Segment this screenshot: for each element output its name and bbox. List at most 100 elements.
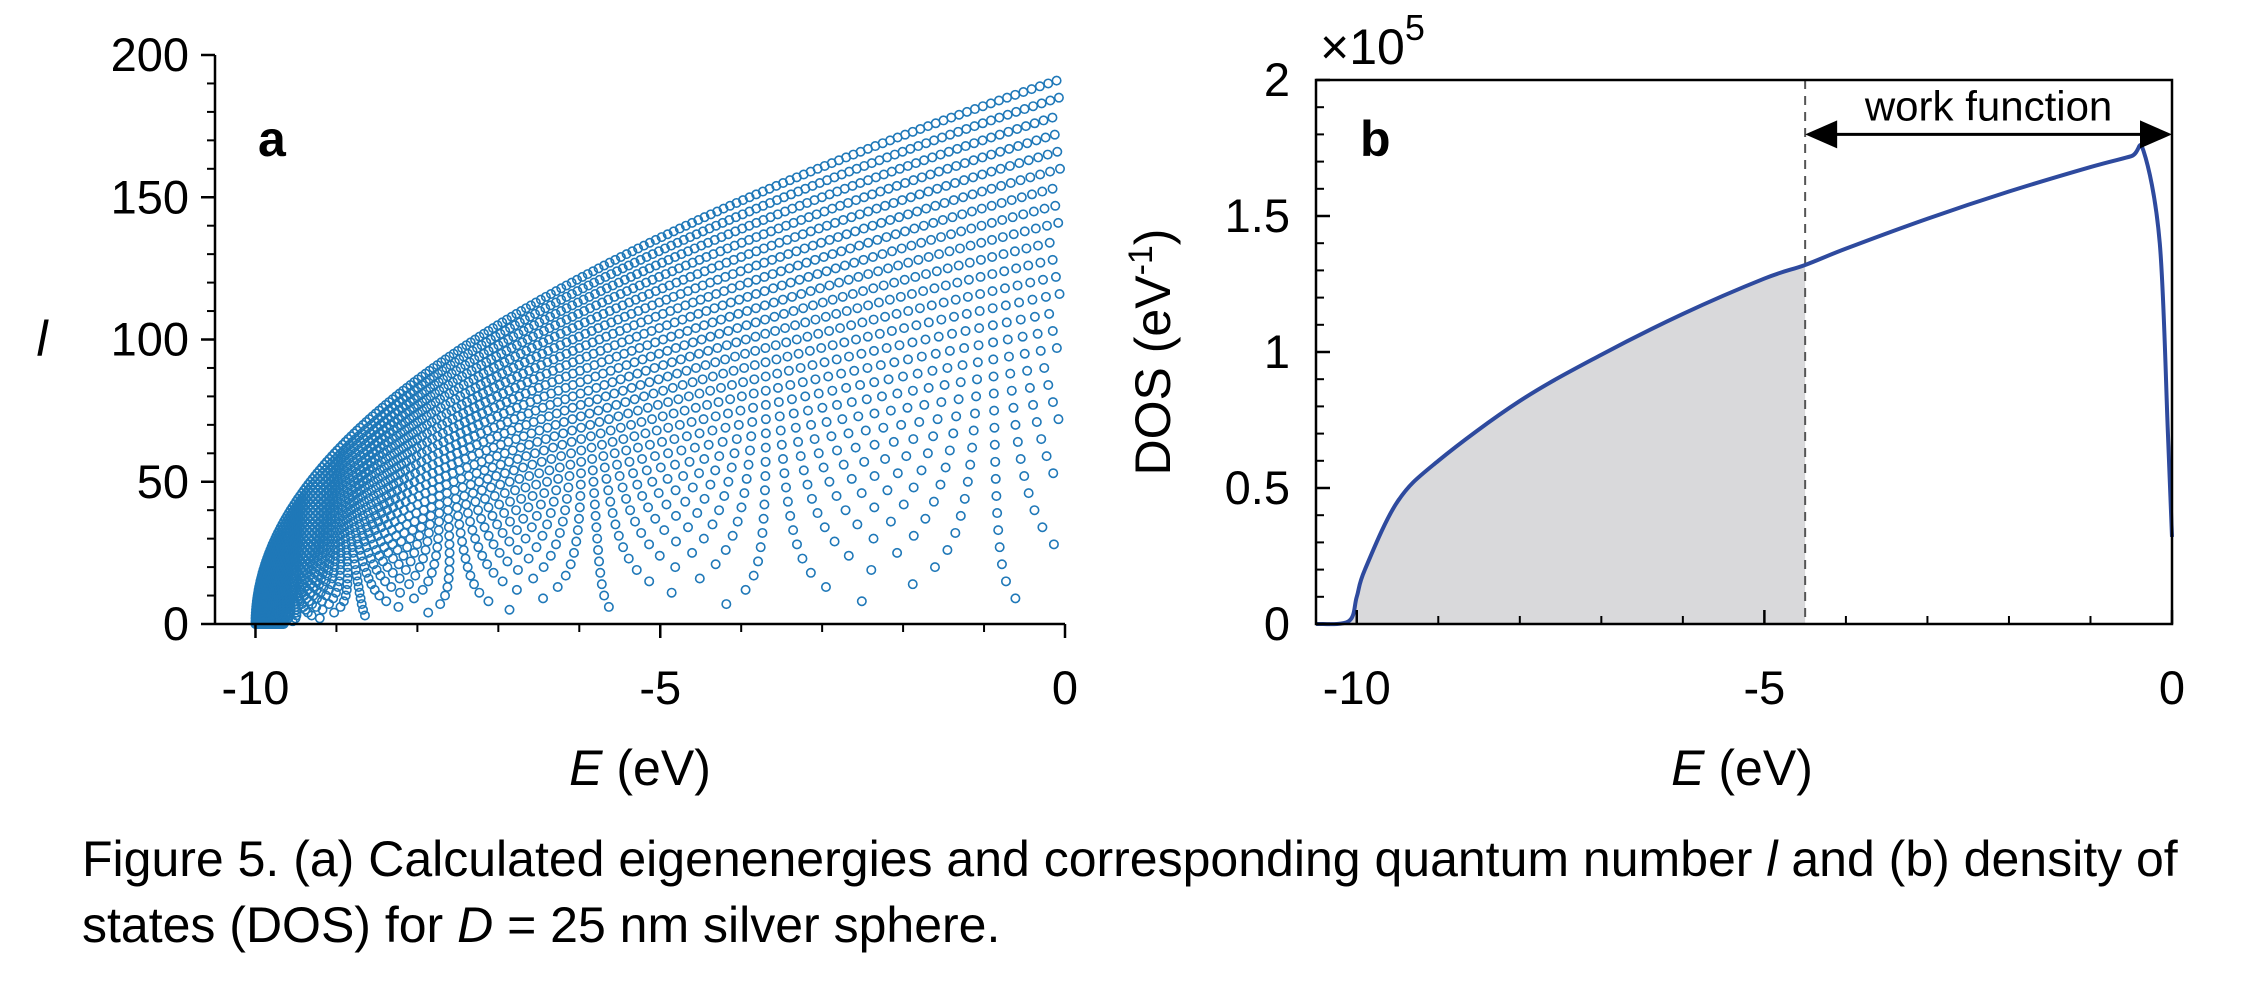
eigenstate-point — [549, 343, 560, 354]
eigenstate-point — [423, 607, 434, 618]
eigenstate-point — [749, 374, 760, 385]
eigenstate-point — [741, 320, 752, 331]
eigenstate-point — [639, 391, 650, 402]
eigenstate-point — [835, 323, 846, 334]
eigenstate-point — [543, 334, 554, 345]
eigenstate-point — [667, 382, 678, 393]
eigenstate-point — [555, 328, 566, 339]
eigenstate-point — [483, 365, 494, 376]
eigenstate-point — [954, 243, 965, 254]
eigenstate-point — [499, 508, 510, 519]
eigenstate-point — [778, 453, 789, 464]
eigenstate-point — [601, 473, 612, 484]
eigenstate-point — [603, 414, 614, 425]
eigenstate-point — [486, 354, 497, 365]
eigenstate-point — [615, 288, 626, 299]
eigenstate-point — [545, 300, 556, 311]
panel-a-data-points — [250, 75, 1065, 629]
eigenstate-point — [485, 482, 496, 493]
eigenstate-point — [1038, 115, 1049, 126]
eigenstate-point — [479, 522, 490, 533]
eigenstate-point — [988, 354, 999, 365]
eigenstate-point — [714, 505, 725, 516]
panel-a: 0 50 100 150 200 -10 -5 0 a l E (eV) — [36, 28, 1078, 796]
eigenstate-point — [609, 291, 620, 302]
eigenstate-point — [962, 476, 973, 487]
eigenstate-point — [650, 260, 661, 271]
eigenstate-point — [613, 530, 624, 541]
eigenstate-point — [788, 408, 799, 419]
eigenstate-point — [496, 348, 507, 359]
eigenstate-point — [591, 300, 602, 311]
eigenstate-point — [760, 371, 771, 382]
eigenstate-point — [767, 269, 778, 280]
eigenstate-point — [936, 397, 947, 408]
eigenstate-point — [759, 485, 770, 496]
eigenstate-point — [977, 152, 988, 163]
eigenstate-point — [495, 459, 506, 470]
eigenstate-point — [479, 417, 490, 428]
eigenstate-point — [747, 417, 758, 428]
eigenstate-point — [400, 564, 411, 575]
eigenstate-point — [843, 428, 854, 439]
eigenstate-point — [674, 328, 685, 339]
eigenstate-point — [739, 488, 750, 499]
eigenstate-point — [960, 141, 971, 152]
eigenstate-point — [928, 431, 939, 442]
eigenstate-point — [713, 397, 724, 408]
eigenstate-point — [843, 197, 854, 208]
eigenstate-point — [636, 417, 647, 428]
eigenstate-point — [1017, 331, 1028, 342]
eigenstate-point — [1022, 365, 1033, 376]
panel-b-y-tick-label: 1.5 — [1225, 189, 1290, 242]
eigenstate-point — [575, 399, 586, 410]
eigenstate-point — [518, 513, 529, 524]
eigenstate-point — [376, 508, 387, 519]
eigenstate-point — [459, 490, 470, 501]
eigenstate-point — [423, 527, 434, 538]
eigenstate-point — [451, 502, 462, 513]
eigenstate-point — [528, 573, 539, 584]
eigenstate-point — [542, 476, 553, 487]
eigenstate-point — [846, 212, 857, 223]
eigenstate-point — [477, 550, 488, 561]
eigenstate-point — [882, 485, 893, 496]
panel-a-x-label-unit: (eV) — [603, 740, 711, 796]
eigenstate-point — [994, 542, 1005, 553]
eigenstate-point — [742, 306, 753, 317]
eigenstate-point — [330, 556, 341, 567]
eigenstate-point — [477, 408, 488, 419]
eigenstate-point — [632, 442, 643, 453]
eigenstate-point — [689, 442, 700, 453]
eigenstate-point — [566, 288, 577, 299]
eigenstate-point — [916, 172, 927, 183]
eigenstate-point — [511, 340, 522, 351]
eigenstate-point — [486, 394, 497, 405]
eigenstate-point — [518, 368, 529, 379]
eigenstate-point — [329, 562, 340, 573]
eigenstate-point — [557, 516, 568, 527]
eigenstate-point — [699, 212, 710, 223]
eigenstate-point — [313, 502, 324, 513]
eigenstate-point — [868, 283, 879, 294]
eigenstate-point — [462, 562, 473, 573]
eigenstate-point — [726, 380, 737, 391]
eigenstate-point — [942, 263, 953, 274]
eigenstate-point — [500, 325, 511, 336]
eigenstate-point — [420, 545, 431, 556]
eigenstate-point — [968, 425, 979, 436]
eigenstate-point — [476, 513, 487, 524]
eigenstate-point — [718, 368, 729, 379]
eigenstate-point — [567, 414, 578, 425]
eigenstate-point — [654, 348, 665, 359]
eigenstate-point — [629, 257, 640, 268]
eigenstate-point — [859, 192, 870, 203]
eigenstate-point — [900, 178, 911, 189]
eigenstate-point — [542, 357, 553, 368]
eigenstate-point — [800, 317, 811, 328]
eigenstate-point — [418, 553, 429, 564]
eigenstate-point — [888, 436, 899, 447]
eigenstate-point — [678, 234, 689, 245]
eigenstate-point — [465, 570, 476, 581]
eigenstate-point — [444, 564, 455, 575]
